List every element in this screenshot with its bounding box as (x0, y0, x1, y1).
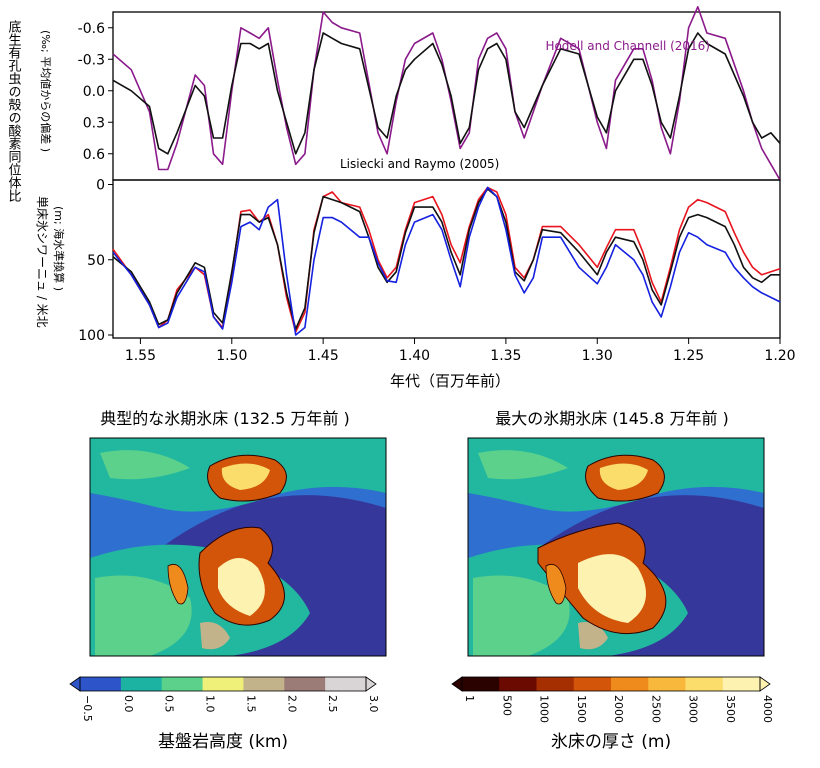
y-axis-title-sealevel: 単床氷シワーニュ / 米北 (35, 196, 49, 328)
colorbar-swatch (648, 677, 686, 691)
y-tick-label: 50 (87, 253, 105, 269)
colorbar-swatch (325, 677, 367, 691)
map-highland (578, 622, 608, 650)
colorbar-tick-label: 3500 (724, 695, 737, 723)
colorbar-tick-label: 0.5 (163, 695, 176, 713)
colorbar-tick-label: 1000 (538, 695, 551, 723)
colorbar-swatch (202, 677, 244, 691)
colorbar-arrow-right (759, 676, 771, 692)
colorbar-tick-label: 2.5 (326, 695, 339, 713)
colorbar-tick-label: 1 (463, 695, 476, 702)
map-lowland-north (478, 450, 568, 480)
colorbar-arrow-left (451, 676, 463, 692)
y-tick-label: 0.6 (83, 147, 105, 163)
colorbar-tick-label: 0.0 (122, 695, 135, 713)
x-tick-label: 1.40 (399, 348, 430, 364)
map-frame (89, 437, 387, 657)
sea-level-panel: 0 50 100 1.55 1.50 1.45 1.40 1.35 1.30 1.25 1.20 年代… (35, 178, 796, 390)
series-line (112, 188, 780, 330)
colorbar-swatch (80, 677, 122, 691)
y-tick-label: 100 (78, 328, 105, 344)
y-axis-unit-sealevel: (m; 海水準換算 ) (52, 206, 66, 291)
x-tick-label: 1.20 (764, 348, 795, 364)
y-tick-label: 0.3 (83, 115, 105, 131)
colorbar-frame (79, 676, 367, 692)
ice-sheet-core (578, 554, 646, 623)
map-lowland-north (100, 450, 190, 480)
x-tick-label: 1.30 (582, 348, 613, 364)
y-tick-label: 0.0 (83, 84, 105, 100)
colorbar-swatch (722, 677, 761, 691)
colorbar-swatch (499, 677, 537, 691)
colorbar-swatch (462, 677, 500, 691)
colorbar-tick-label: 3.0 (367, 695, 380, 713)
x-tick-label: 1.25 (673, 348, 704, 364)
colorbar-tick-label: 2000 (612, 695, 625, 723)
colorbar-tick-label: 500 (500, 695, 513, 716)
colorbar-tick-label: −0.5 (81, 695, 94, 722)
colorbar-swatch (536, 677, 575, 691)
colorbar-swatch (573, 677, 612, 691)
y-tick-label: -0.6 (78, 21, 105, 37)
colorbar-swatch (161, 677, 204, 691)
map-frame (467, 437, 765, 657)
x-tick-label: 1.35 (490, 348, 521, 364)
x-axis-title: 年代（百万年前） (390, 372, 510, 390)
series-line (112, 32, 781, 155)
colorbar-tick-label: 2500 (649, 695, 662, 723)
isotope-panel: -0.6 -0.3 0.0 0.3 0.6 Hodell and Channell (20… (6, 6, 781, 203)
legend-lisiecki: Lisiecki and Raymo (2005) (340, 157, 499, 171)
colorbar-tick-label: 2.0 (285, 695, 298, 713)
y-tick-label: 0 (96, 178, 105, 194)
map-title-left: 典型的な氷期氷床 (132.5 万年前 ) (100, 409, 350, 428)
x-tick-label: 1.50 (216, 348, 247, 364)
ice-sheet-cordilleran (167, 563, 189, 605)
plot-frame (112, 179, 781, 339)
ice-sheet-maps: 典型的な氷期氷床 (132.5 万年前 ) 最大の氷期氷床 (145.8 万年前 … (89, 409, 765, 657)
colorbar-tick-label: 1500 (575, 695, 588, 723)
colorbar-swatch (611, 677, 649, 691)
colorbar-arrow-left (69, 676, 81, 692)
map-title-right: 最大の氷期氷床 (145.8 万年前 ) (495, 409, 729, 428)
ice-sheet-core-north (599, 463, 648, 490)
colorbar-swatch (243, 677, 285, 691)
legend-hodell: Hodell and Channell (2016) (545, 39, 710, 53)
colorbar-label: 氷床の厚さ (m) (551, 732, 671, 752)
ice-sheet-core-north (221, 463, 270, 490)
colorbar-frame (461, 676, 761, 692)
y-axis-title-isotope: 底生有孔虫の殻の酸素同位体比 (6, 19, 22, 203)
colorbar-swatch (685, 677, 724, 691)
series-line (112, 186, 781, 336)
map-lowland (95, 575, 192, 656)
colorbar-tick-label: 4000 (761, 695, 774, 723)
colorbar-arrow-right (365, 676, 377, 692)
y-tick-label: -0.3 (78, 52, 105, 68)
colorbar-tick-label: 3000 (687, 695, 700, 723)
map-highland (200, 622, 230, 650)
colorbar-tick-label: 1.5 (244, 695, 257, 713)
colorbar-tick-label: 1.0 (204, 695, 217, 713)
colorbar-swatch (120, 677, 163, 691)
colorbar-swatch (284, 677, 326, 691)
map-lowland (473, 575, 570, 656)
x-tick-label: 1.55 (125, 348, 156, 364)
y-axis-unit-isotope: (‰; 平均値からの偏差 ) (39, 30, 53, 152)
colorbar-label: 基盤岩高度 (km) (158, 732, 288, 752)
ice-sheet-core (218, 558, 265, 616)
x-tick-label: 1.45 (308, 348, 339, 364)
ice-sheet-cordilleran (545, 563, 567, 605)
